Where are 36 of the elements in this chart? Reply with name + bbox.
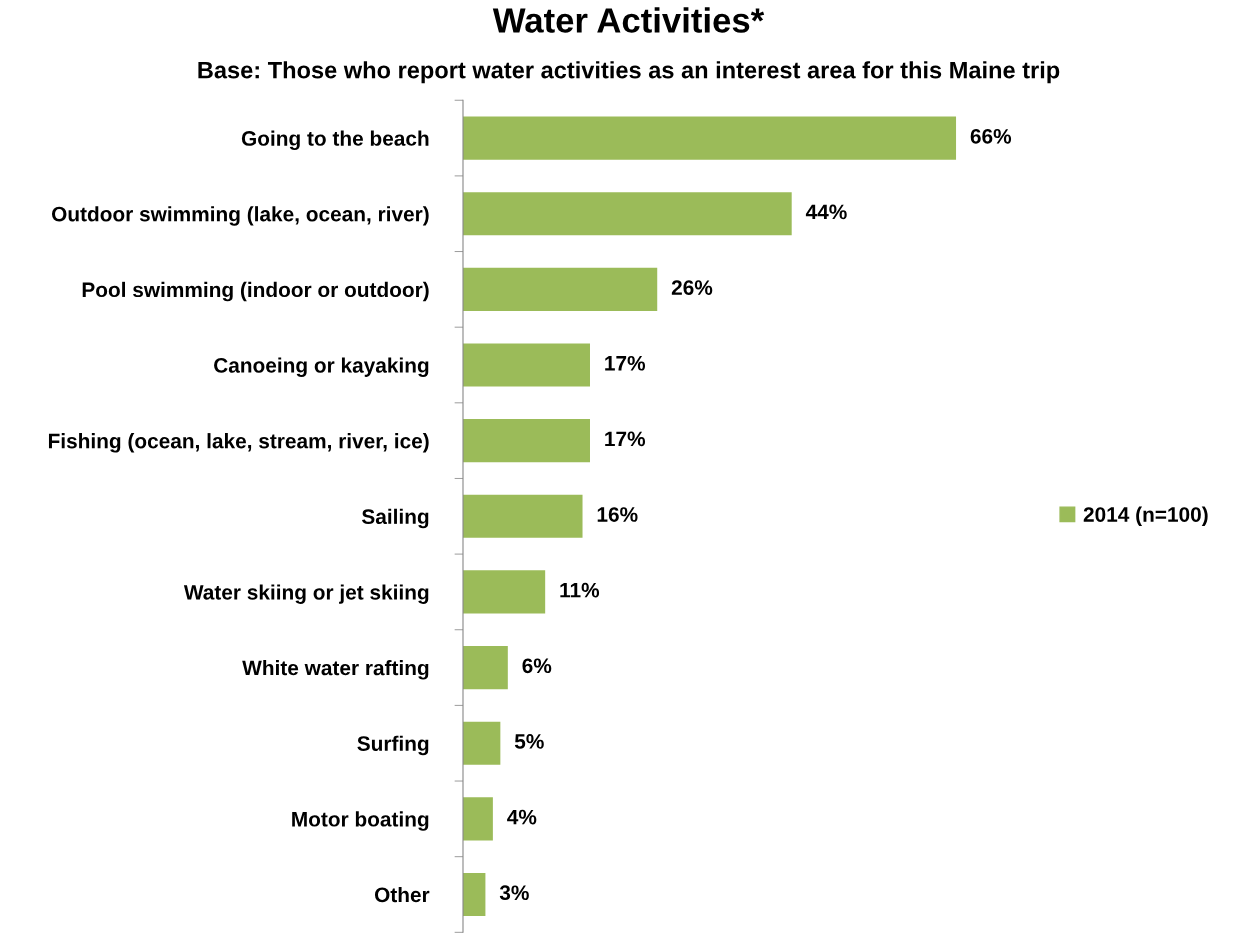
data-label: 66%: [970, 128, 1012, 144]
bar: [463, 192, 792, 236]
data-label: 6%: [522, 658, 552, 674]
bar: [463, 419, 590, 463]
data-label: 4%: [507, 809, 537, 825]
data-label: 16%: [597, 507, 638, 522]
y-tick-label: Pool swimming (indoor or outdoor): [82, 281, 429, 302]
data-label: 5%: [514, 734, 544, 749]
y-tick-label: Other: [374, 886, 430, 903]
y-tick-label: Canoeing or kayaking: [214, 357, 429, 377]
y-tick-label: Water skiing or jet skiing: [183, 584, 429, 604]
y-tick-label: Going to the beach: [241, 130, 429, 151]
data-label: 44%: [805, 204, 847, 220]
y-tick-label: White water rafting: [242, 660, 429, 680]
data-label: 3%: [499, 885, 529, 901]
bar: [463, 116, 957, 160]
chart-title: Water Activities*: [492, 7, 765, 33]
data-label: 17%: [605, 431, 646, 447]
y-tick-label: Motor boating: [292, 811, 429, 831]
bar: [463, 721, 501, 765]
y-tick-label: Surfing: [357, 735, 429, 756]
data-label: 11%: [560, 582, 600, 598]
chart-subtitle: Base: Those who report water activities as an interest area for this Maine trip: [198, 61, 1060, 84]
data-label: 26%: [671, 280, 713, 295]
bar: [463, 872, 486, 917]
legend-label: 2014 (n=100): [1083, 506, 1208, 526]
y-tick-label: Sailing: [361, 508, 429, 529]
bar: [463, 343, 590, 387]
data-label: 17%: [605, 355, 646, 371]
y-tick-label: Outdoor swimming (lake, ocean, river): [51, 206, 429, 226]
bar: [463, 797, 493, 841]
bar: [463, 494, 583, 538]
bar: [463, 570, 546, 614]
y-tick-label: Fishing (ocean, lake, stream, river, ice): [48, 433, 429, 453]
bar: [463, 267, 658, 311]
bar: [463, 646, 508, 690]
